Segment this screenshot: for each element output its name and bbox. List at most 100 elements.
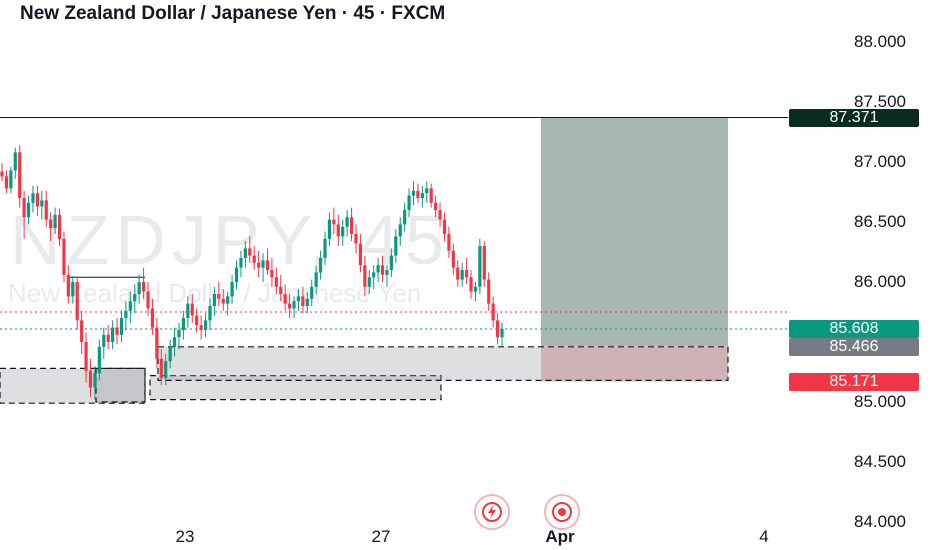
candle-body [292, 301, 296, 309]
candle-body [4, 176, 9, 189]
candle-body [177, 330, 181, 338]
candle-body [265, 260, 270, 270]
candle-body [482, 246, 486, 280]
candle-body [372, 272, 376, 278]
lightning-icon[interactable] [474, 494, 510, 530]
candle-body [0, 171, 4, 177]
candle-body [115, 327, 119, 335]
candle-body [345, 217, 349, 227]
price-badge: 85.171 [789, 373, 919, 391]
candle-body [429, 188, 433, 203]
candle-body [376, 265, 380, 273]
candle-body [469, 277, 473, 292]
candle-body [363, 265, 367, 287]
candles-layer [0, 145, 504, 400]
candle-body [274, 277, 278, 287]
candle-body [186, 303, 190, 318]
candle-body [416, 190, 420, 198]
candle-body [212, 294, 216, 306]
zones-layer [0, 346, 729, 404]
candle-body [239, 258, 243, 268]
candle-body [62, 238, 66, 275]
candle-body [26, 202, 31, 218]
candle-body [389, 255, 393, 270]
price-tick-label: 85.000 [854, 392, 906, 411]
candle-body [203, 320, 208, 330]
candle-body [332, 219, 336, 225]
candle-body [447, 234, 451, 251]
candle-body [257, 262, 261, 268]
symbol-watermark: NZDJPY, 45 [10, 201, 450, 279]
candle-body [13, 152, 17, 171]
candle-body [270, 270, 274, 278]
price-tick-label: 84.000 [854, 512, 906, 531]
candle-body [172, 337, 177, 347]
price-tick-label: 87.000 [854, 152, 906, 171]
candle-body [261, 260, 265, 268]
price-tick-label: 86.000 [854, 272, 906, 291]
candle-body [358, 243, 363, 266]
candle-body [93, 373, 97, 388]
candle-body [495, 320, 500, 338]
candle-body [234, 267, 239, 282]
candle-body [425, 188, 429, 194]
candle-body [473, 286, 478, 292]
candle-body [318, 258, 323, 273]
candle-body [106, 334, 110, 342]
candle-body [407, 195, 411, 210]
candle-body [434, 202, 438, 210]
time-tick-label: Apr [545, 527, 575, 546]
candle-body [71, 282, 75, 297]
candle-body [133, 294, 137, 302]
candle-body [181, 318, 186, 330]
candle-body [102, 334, 106, 347]
candle-body [53, 214, 57, 228]
long-position-tool[interactable] [541, 117, 728, 382]
candle-body [208, 306, 212, 321]
candle-body [80, 320, 84, 342]
candle-body [88, 370, 93, 388]
candle-body [49, 219, 53, 228]
candle-body [9, 170, 13, 189]
candle-body [128, 301, 132, 311]
candle-body [97, 346, 101, 374]
candle-body [217, 294, 221, 299]
candle-body [57, 214, 62, 239]
zone-rect [0, 367, 146, 404]
lines-layer [0, 116, 788, 330]
candle-body [279, 286, 283, 294]
candle-body [168, 346, 172, 362]
candle-body [66, 274, 70, 297]
time-tick-label: 4 [759, 527, 769, 546]
candle-body [283, 294, 287, 304]
candle-body [119, 318, 124, 335]
candle-body [44, 200, 48, 220]
candle-body [385, 270, 389, 275]
candle-body [35, 193, 39, 207]
candle-body [500, 328, 504, 338]
candle-body [75, 282, 79, 321]
candle-body [141, 282, 146, 292]
candle-body [336, 224, 340, 237]
price-tick-label: 86.500 [854, 212, 906, 231]
price-badge: 85.466 [789, 338, 919, 356]
time-tick-label: 23 [175, 527, 195, 546]
candle-body [451, 250, 455, 268]
zone-rect [157, 346, 729, 381]
candle-body [420, 193, 424, 198]
candle-body [323, 238, 327, 258]
candle-body [124, 310, 128, 318]
candle-body [150, 308, 155, 328]
candle-body [314, 272, 318, 287]
candle-body [403, 210, 407, 225]
record-icon[interactable] [544, 494, 580, 530]
zone-rect [149, 375, 442, 401]
loss-zone [541, 346, 728, 382]
chart-title: New Zealand Dollar / Japanese Yen · 45 ·… [20, 3, 446, 24]
candle-body [31, 193, 35, 203]
candle-body [195, 315, 199, 326]
candle-body [460, 270, 464, 280]
candle-body [146, 291, 150, 309]
price-tick-label: 87.500 [854, 92, 906, 111]
